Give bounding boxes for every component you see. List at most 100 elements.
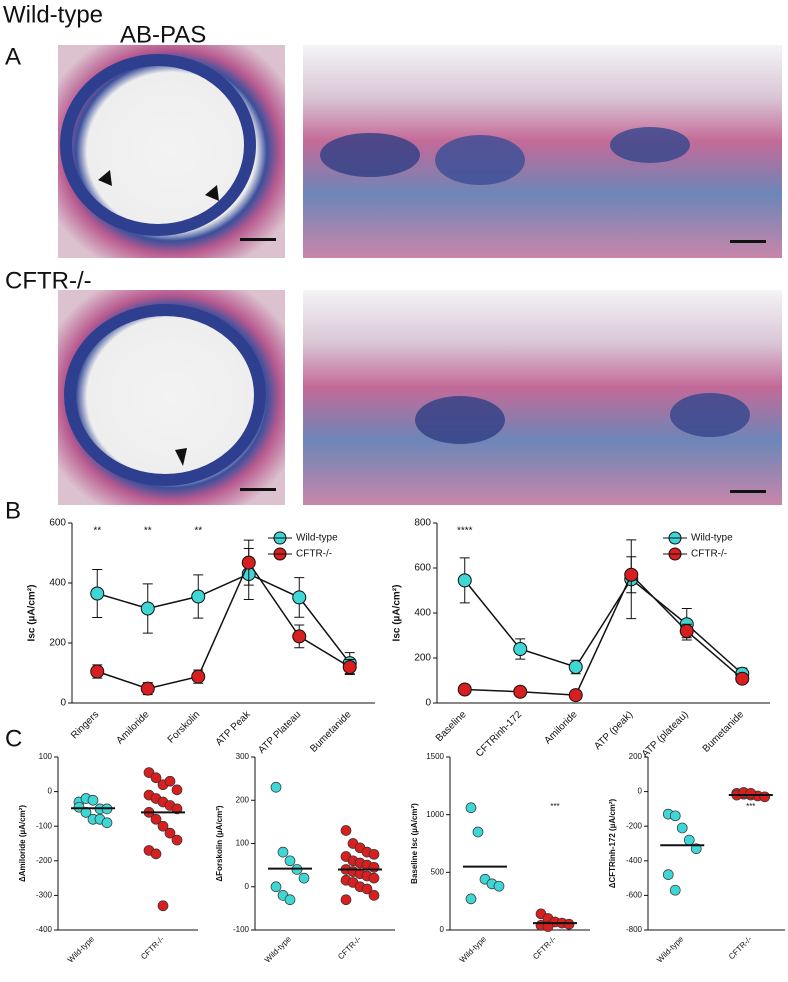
x-tick-label: ATP Peak (214, 709, 254, 749)
y-axis-label: ΔForskolin (µA/cm²) (215, 805, 224, 881)
point (676, 822, 688, 834)
gland (320, 133, 420, 177)
gland (415, 396, 505, 444)
point (277, 846, 289, 858)
legend-entry: Wild-type (296, 533, 338, 544)
row-title: CFTR-/- (5, 267, 92, 294)
point (340, 894, 352, 906)
y-axis-label: ΔAmiloride (µA/cm²) (18, 805, 27, 882)
y-axis-label: Baseline Isc (µA/cm²) (410, 803, 419, 884)
point (472, 826, 484, 838)
legend-entry: CFTR-/- (691, 549, 727, 560)
point (457, 573, 472, 588)
x-tick-label: CFTRinh-172 (474, 709, 525, 760)
y-tick-label: 1500 (426, 752, 444, 761)
scale-bar (730, 240, 766, 243)
y-tick-label: 0 (48, 787, 53, 796)
y-tick-label: 100 (236, 839, 250, 848)
x-tick-label: ATP (plateau) (640, 709, 691, 760)
point (735, 671, 750, 686)
y-axis-label: Isc (µA/cm²) (27, 585, 38, 642)
scale-bar (240, 238, 276, 241)
y-tick-label: -300 (36, 891, 53, 900)
point (157, 820, 169, 832)
point (270, 881, 282, 893)
y-tick-label: -200 (36, 856, 53, 865)
annotation: *** (746, 802, 755, 811)
point (368, 872, 380, 884)
point (368, 848, 380, 860)
y-tick-label: -100 (233, 925, 250, 934)
point (171, 834, 183, 846)
y-tick-label: -100 (36, 821, 53, 830)
point (368, 861, 380, 873)
y-tick-label: 0 (245, 882, 250, 891)
point (90, 586, 105, 601)
annotation: *** (550, 802, 559, 811)
point (284, 894, 296, 906)
y-tick-label: 100 (39, 752, 53, 761)
point (662, 869, 674, 880)
series-line (97, 573, 351, 664)
point (241, 555, 256, 570)
cartilage-ring (60, 54, 256, 236)
x-tick-label: Wild-type (263, 934, 293, 964)
point (284, 855, 296, 867)
point (292, 629, 307, 644)
y-tick-label: 200 (49, 638, 66, 649)
panel-label: A (5, 43, 21, 70)
point (90, 664, 105, 679)
y-tick-label: 300 (236, 752, 250, 761)
point (669, 884, 681, 896)
y-tick-label: 0 (440, 925, 445, 934)
point (140, 601, 155, 616)
y-axis-label: Isc (µA/cm²) (392, 585, 403, 642)
panel-label: C (5, 725, 22, 752)
x-tick-label: Amiloride (542, 709, 580, 747)
point (140, 681, 155, 696)
annotation: ** (93, 526, 101, 537)
point (563, 918, 575, 930)
histology-images (58, 45, 782, 505)
cartilage-ring (64, 304, 266, 486)
annotation: **** (457, 526, 473, 537)
point (568, 660, 583, 674)
point (150, 772, 162, 784)
point (292, 590, 307, 605)
y-tick-label: 0 (638, 787, 643, 796)
point (669, 810, 681, 822)
point (342, 660, 357, 674)
point (759, 791, 771, 803)
x-tick-label: Bumetanide (701, 709, 747, 755)
y-tick-label: 0 (60, 698, 66, 709)
y-tick-label: -400 (36, 925, 53, 934)
x-tick-label: Baseline (434, 709, 469, 744)
point (340, 825, 352, 836)
x-tick-label: Amiloride (114, 709, 152, 747)
y-tick-label: 600 (49, 518, 66, 529)
y-axis-label: ΔCFTRinh-172 (µA/cm²) (608, 798, 617, 888)
gland (435, 135, 525, 185)
point (683, 834, 695, 846)
point (465, 802, 477, 814)
point (87, 794, 99, 806)
annotation: ** (194, 526, 202, 537)
x-tick-label: Wild-type (66, 934, 96, 964)
point (164, 827, 176, 839)
y-tick-label: 500 (431, 867, 445, 876)
x-tick-label: Ringers (69, 709, 101, 741)
x-tick-label: CFTR-/- (727, 934, 754, 961)
point (624, 567, 639, 582)
y-tick-label: 1000 (426, 810, 444, 819)
y-tick-label: 400 (414, 608, 431, 619)
y-tick-label: -200 (626, 821, 643, 830)
point (679, 624, 694, 638)
point (568, 688, 583, 703)
y-tick-label: -600 (626, 891, 643, 900)
figure-title: Wild-type (3, 1, 103, 28)
point (361, 883, 373, 895)
y-tick-label: 400 (49, 578, 66, 589)
point (164, 775, 176, 787)
point (150, 848, 162, 860)
